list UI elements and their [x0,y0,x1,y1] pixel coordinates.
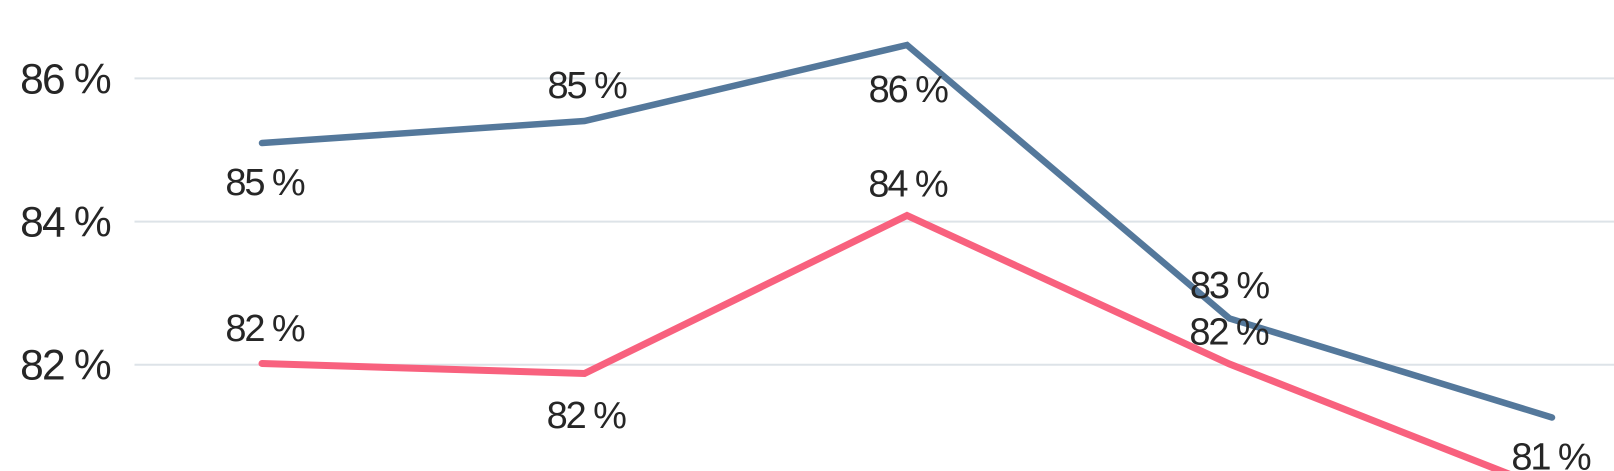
svg-text:83 %: 83 % [1190,265,1270,307]
svg-text:84 %: 84 % [868,164,948,206]
svg-text:82 %: 82 % [20,343,111,390]
svg-text:81 %: 81 % [1511,437,1591,471]
svg-text:86 %: 86 % [20,56,111,103]
svg-text:82 %: 82 % [547,395,627,437]
svg-text:86 %: 86 % [869,69,949,111]
svg-text:85 %: 85 % [547,65,627,107]
svg-text:85 %: 85 % [225,162,305,204]
svg-text:82 %: 82 % [1189,312,1269,354]
svg-text:84 %: 84 % [20,200,111,247]
svg-text:82 %: 82 % [225,308,305,350]
